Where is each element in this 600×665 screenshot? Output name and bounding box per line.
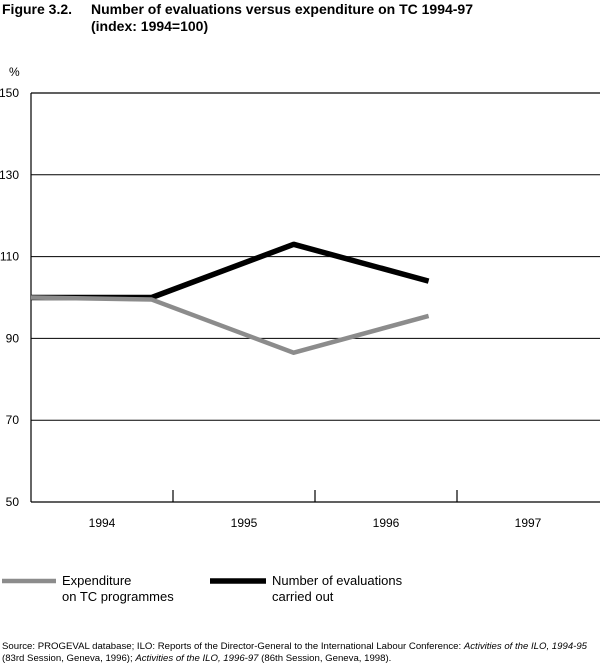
source-italic-2: Activities of the ILO, 1996-97 <box>135 653 258 664</box>
x-tick-label-1996: 1996 <box>373 516 400 530</box>
series-line-expenditure <box>31 298 429 353</box>
x-tick-label-1995: 1995 <box>231 516 258 530</box>
legend-label-evaluations: Number of evaluations carried out <box>272 573 402 605</box>
y-tick-label-150: 150 <box>0 86 19 100</box>
legend-label-evaluations-line2: carried out <box>272 589 402 605</box>
legend-label-evaluations-line1: Number of evaluations <box>272 573 402 589</box>
y-tick-label-110: 110 <box>0 250 19 264</box>
x-tick-label-1994: 1994 <box>89 516 116 530</box>
y-tick-label-130: 130 <box>0 168 19 182</box>
legend-label-expenditure-line2: on TC programmes <box>62 589 174 605</box>
source-mid: (83rd Session, Geneva, 1996); <box>2 653 135 664</box>
y-tick-label-50: 50 <box>6 495 20 509</box>
source-note: Source: PROGEVAL database; ILO: Reports … <box>2 641 600 665</box>
legend-label-expenditure: Expenditure on TC programmes <box>62 573 174 605</box>
legend-label-expenditure-line1: Expenditure <box>62 573 174 589</box>
y-tick-label-70: 70 <box>6 413 20 427</box>
source-suffix: (86th Session, Geneva, 1998). <box>259 653 392 664</box>
line-chart: 50 70 90 110 130 150% 1994 1995 1996 1997 <box>0 0 600 640</box>
x-tick-label-1997: 1997 <box>515 516 542 530</box>
source-prefix: Source: PROGEVAL database; ILO: Reports … <box>2 641 464 652</box>
source-italic-1: Activities of the ILO, 1994-95 <box>464 641 587 652</box>
y-axis-label: % <box>9 65 20 79</box>
series-line-evaluations <box>31 244 429 297</box>
y-tick-label-90: 90 <box>6 331 20 345</box>
